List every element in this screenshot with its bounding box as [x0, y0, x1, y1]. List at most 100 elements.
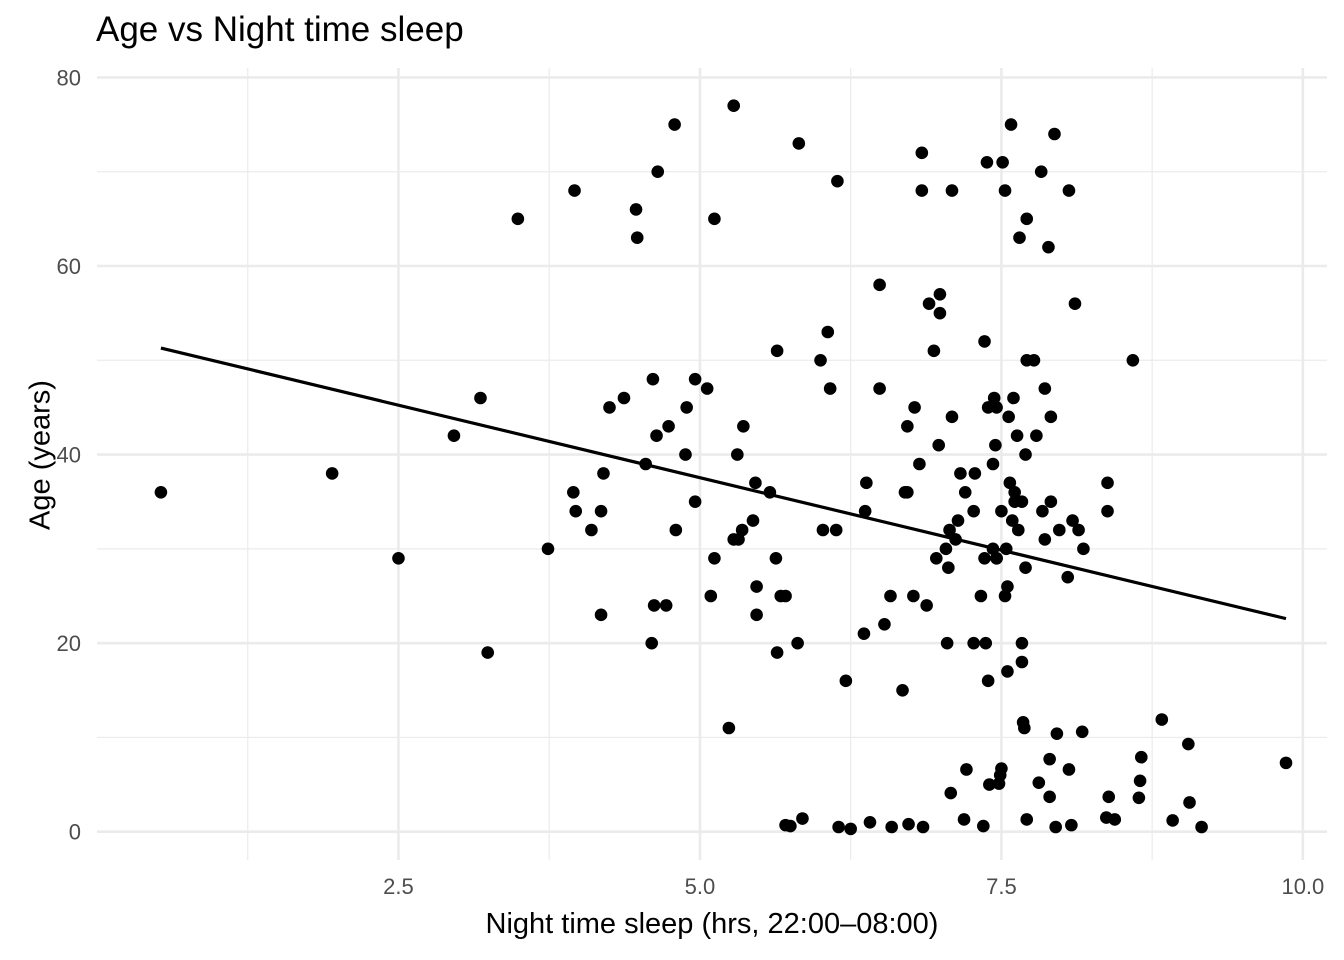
data-point	[727, 99, 741, 113]
data-point	[1182, 737, 1195, 751]
data-point	[617, 391, 631, 405]
data-point	[1027, 353, 1041, 367]
data-point	[1015, 495, 1029, 509]
data-point	[922, 297, 936, 311]
data-point	[1044, 495, 1058, 509]
data-point	[1034, 165, 1048, 179]
data-point	[927, 344, 941, 358]
x-tick-label: 5.0	[685, 874, 716, 899]
data-point	[844, 822, 857, 836]
data-point	[885, 820, 898, 834]
data-point	[1049, 820, 1062, 834]
data-point	[770, 344, 784, 358]
data-point	[995, 762, 1008, 775]
data-point	[474, 391, 487, 405]
data-point	[1001, 580, 1014, 593]
data-point	[779, 589, 792, 603]
data-point	[974, 589, 988, 603]
data-point	[958, 485, 972, 499]
data-point	[646, 372, 660, 386]
data-point	[831, 174, 844, 188]
data-point	[1101, 504, 1114, 518]
data-point	[1101, 476, 1114, 490]
x-tick-label: 7.5	[986, 874, 1017, 899]
data-point	[746, 514, 760, 527]
data-point	[630, 231, 644, 245]
data-point	[749, 476, 762, 490]
data-point	[569, 504, 583, 518]
data-point	[954, 467, 967, 480]
data-point	[1133, 774, 1147, 788]
data-point	[1195, 820, 1208, 834]
data-point	[942, 561, 955, 575]
data-point	[1279, 756, 1293, 770]
data-point	[829, 523, 843, 537]
data-point	[1038, 382, 1052, 395]
data-point	[1183, 796, 1196, 809]
data-point	[979, 636, 993, 650]
data-point	[821, 325, 835, 339]
data-point	[1043, 752, 1056, 766]
data-point	[568, 184, 581, 197]
data-point	[857, 627, 871, 641]
data-point	[902, 817, 915, 831]
data-point	[567, 485, 580, 499]
data-point	[907, 589, 920, 603]
y-tick-label: 80	[57, 65, 81, 90]
data-point	[978, 335, 991, 348]
data-point	[679, 448, 692, 461]
data-point	[481, 646, 495, 659]
data-point	[967, 636, 980, 650]
data-point	[995, 504, 1008, 518]
data-point	[585, 523, 598, 537]
y-tick-label: 0	[69, 820, 81, 845]
data-point	[1134, 750, 1148, 764]
data-point	[998, 184, 1012, 197]
data-point	[945, 410, 959, 424]
data-point	[770, 646, 784, 659]
data-point	[1036, 504, 1049, 518]
data-point	[688, 372, 702, 386]
data-point	[901, 485, 914, 499]
data-point	[951, 514, 965, 527]
data-point	[1020, 813, 1034, 826]
x-tick-label: 2.5	[383, 874, 414, 899]
data-point	[823, 382, 837, 395]
data-point	[990, 401, 1003, 414]
data-point	[1001, 665, 1014, 678]
data-point	[920, 599, 933, 612]
data-point	[945, 184, 959, 197]
data-point	[1155, 713, 1169, 726]
data-point	[1166, 814, 1179, 827]
data-point	[932, 438, 946, 452]
data-point	[1010, 429, 1024, 443]
data-point	[1019, 448, 1032, 461]
data-point	[858, 504, 872, 518]
data-point	[735, 523, 749, 537]
data-point	[1126, 353, 1140, 367]
data-point	[1004, 118, 1018, 131]
data-point	[704, 589, 718, 603]
data-point	[944, 786, 958, 800]
data-point	[1038, 533, 1052, 546]
data-point	[913, 457, 926, 471]
data-point	[1007, 391, 1020, 405]
data-point	[990, 551, 1003, 565]
data-point	[708, 551, 721, 565]
y-tick-label: 40	[57, 443, 81, 468]
data-point	[647, 599, 661, 612]
data-point	[1013, 231, 1026, 245]
x-tick-label: 10.0	[1281, 874, 1324, 899]
data-point	[939, 542, 953, 556]
data-point	[597, 467, 610, 480]
data-point	[933, 306, 947, 320]
data-point	[863, 815, 877, 829]
data-point	[1068, 297, 1082, 311]
data-point	[878, 617, 891, 631]
data-point	[873, 278, 886, 292]
chart-title: Age vs Night time sleep	[96, 10, 464, 49]
data-point	[1002, 410, 1015, 424]
data-point	[960, 763, 973, 776]
data-point	[594, 504, 608, 518]
data-point	[668, 118, 681, 131]
